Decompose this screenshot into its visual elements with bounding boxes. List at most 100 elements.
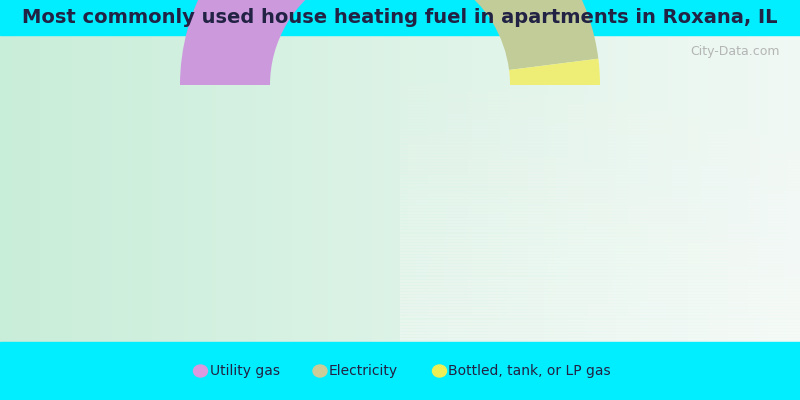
Bar — [548, 35, 553, 342]
Bar — [736, 35, 741, 342]
Bar — [544, 35, 549, 342]
Bar — [724, 35, 729, 342]
Bar — [400, 144, 800, 148]
Bar — [400, 270, 800, 274]
Bar — [400, 151, 800, 155]
Bar — [292, 35, 297, 342]
Text: Most commonly used house heating fuel in apartments in Roxana, IL: Most commonly used house heating fuel in… — [22, 8, 778, 27]
Bar — [400, 243, 800, 247]
Bar — [356, 35, 361, 342]
Bar — [744, 35, 749, 342]
Bar — [400, 163, 800, 167]
Bar — [760, 35, 765, 342]
Bar — [652, 35, 657, 342]
Bar — [400, 160, 800, 164]
Bar — [400, 283, 800, 287]
Bar — [400, 71, 800, 75]
Bar — [400, 83, 800, 87]
Bar — [400, 246, 800, 250]
Bar — [116, 35, 121, 342]
Bar — [400, 286, 800, 290]
Bar — [76, 35, 81, 342]
Bar — [484, 35, 489, 342]
Bar — [236, 35, 241, 342]
Bar — [776, 35, 781, 342]
Bar — [400, 228, 800, 232]
Bar — [400, 105, 800, 109]
Bar — [572, 35, 577, 342]
Text: Utility gas: Utility gas — [210, 364, 279, 378]
Bar — [568, 35, 573, 342]
Bar — [560, 35, 565, 342]
Bar — [336, 35, 341, 342]
Bar — [400, 320, 800, 324]
Bar — [624, 35, 629, 342]
Text: Electricity: Electricity — [329, 364, 398, 378]
Bar — [636, 35, 641, 342]
Bar — [40, 35, 45, 342]
Bar — [428, 35, 433, 342]
Bar — [400, 34, 800, 38]
Bar — [400, 237, 800, 241]
Bar — [584, 35, 589, 342]
Bar — [728, 35, 733, 342]
Bar — [220, 35, 225, 342]
Bar — [400, 280, 800, 284]
Bar — [704, 35, 709, 342]
Bar — [252, 35, 257, 342]
Bar — [596, 35, 601, 342]
Bar — [740, 35, 745, 342]
Bar — [128, 35, 133, 342]
Bar — [400, 264, 800, 268]
Bar — [44, 35, 49, 342]
Bar — [192, 35, 197, 342]
Bar — [400, 98, 800, 102]
Bar — [400, 132, 800, 136]
Bar — [520, 35, 525, 342]
Bar — [136, 35, 141, 342]
Bar — [16, 35, 21, 342]
Bar — [400, 230, 800, 234]
Bar — [184, 35, 189, 342]
Bar — [400, 206, 800, 210]
Bar — [400, 111, 800, 115]
Bar — [308, 35, 313, 342]
Bar — [232, 35, 237, 342]
Bar — [400, 221, 800, 225]
Bar — [400, 249, 800, 253]
Bar — [604, 35, 609, 342]
Bar — [676, 35, 681, 342]
Bar — [400, 304, 800, 308]
Bar — [400, 329, 800, 333]
Bar — [400, 240, 800, 244]
Bar — [400, 322, 800, 327]
Bar — [400, 261, 800, 265]
Bar — [240, 35, 245, 342]
Bar — [780, 35, 785, 342]
Bar — [660, 35, 665, 342]
Bar — [196, 35, 201, 342]
Bar — [400, 77, 800, 81]
Bar — [400, 175, 800, 179]
Bar — [400, 178, 800, 182]
Bar — [472, 35, 477, 342]
Bar — [84, 35, 89, 342]
Wedge shape — [509, 59, 600, 85]
Bar — [400, 310, 800, 314]
Bar — [400, 307, 800, 311]
Bar — [400, 200, 800, 204]
Bar — [768, 35, 773, 342]
Bar — [96, 35, 101, 342]
Bar — [648, 35, 653, 342]
Bar — [400, 295, 800, 299]
Bar — [280, 35, 285, 342]
Text: City-Data.com: City-Data.com — [690, 45, 779, 58]
Bar — [52, 35, 57, 342]
Bar — [400, 89, 800, 93]
Bar — [268, 35, 273, 342]
Bar — [452, 35, 457, 342]
Bar — [496, 35, 501, 342]
Bar — [400, 126, 800, 130]
Bar — [32, 35, 37, 342]
Bar — [400, 80, 800, 84]
